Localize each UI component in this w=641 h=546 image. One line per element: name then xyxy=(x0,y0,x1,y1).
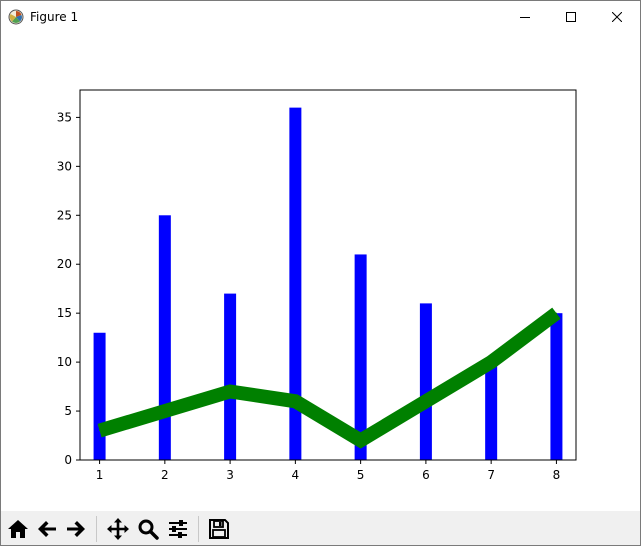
bar xyxy=(224,293,237,460)
y-tick-label: 5 xyxy=(64,404,72,418)
title-bar[interactable]: Figure 1 xyxy=(1,1,640,33)
axes-frame xyxy=(79,89,577,461)
bar xyxy=(158,215,171,460)
line-point xyxy=(99,430,101,432)
save-button[interactable] xyxy=(206,516,232,542)
arrow-right-icon xyxy=(65,518,87,540)
y-tick-label: 30 xyxy=(57,159,72,173)
bar xyxy=(93,332,106,460)
x-tick-label: 5 xyxy=(357,468,365,482)
y-tick-label: 25 xyxy=(57,208,72,222)
window-title: Figure 1 xyxy=(30,10,79,24)
x-tick-label: 8 xyxy=(553,468,561,482)
y-tick-label: 15 xyxy=(57,306,72,320)
line-point xyxy=(490,361,492,363)
close-button[interactable] xyxy=(594,1,640,33)
sliders-icon xyxy=(167,518,189,540)
arrow-left-icon xyxy=(36,518,58,540)
minimize-icon xyxy=(520,12,530,22)
x-tick-label: 1 xyxy=(96,468,104,482)
y-tick-label: 10 xyxy=(57,355,72,369)
line-series xyxy=(97,307,561,449)
y-axis: 0 5 10 15 20 25 30 35 xyxy=(57,110,80,467)
back-button[interactable] xyxy=(34,516,60,542)
line-point xyxy=(425,400,427,402)
toolbar-separator xyxy=(96,516,97,542)
home-icon xyxy=(7,518,29,540)
subplots-button[interactable] xyxy=(165,516,191,542)
bar xyxy=(550,313,563,460)
bar xyxy=(419,303,432,460)
figure-canvas[interactable]: 1 2 3 4 5 6 7 8 0 5 10 15 20 25 30 35 xyxy=(1,33,640,511)
x-axis: 1 2 3 4 5 6 7 8 xyxy=(96,460,560,482)
minimize-button[interactable] xyxy=(502,1,548,33)
y-tick-label: 0 xyxy=(64,453,72,467)
line-point xyxy=(294,400,296,402)
home-button[interactable] xyxy=(5,516,31,542)
y-tick-label: 20 xyxy=(57,257,72,271)
maximize-button[interactable] xyxy=(548,1,594,33)
close-icon xyxy=(612,12,622,22)
line-point xyxy=(360,439,362,441)
toolbar-separator xyxy=(198,516,199,542)
y-tick-label: 35 xyxy=(57,110,72,124)
line-point xyxy=(555,312,557,314)
floppy-disk-icon xyxy=(208,518,230,540)
line-point xyxy=(229,390,231,392)
x-tick-label: 6 xyxy=(422,468,430,482)
bar xyxy=(485,362,498,460)
x-tick-label: 4 xyxy=(292,468,300,482)
magnifier-icon xyxy=(137,518,159,540)
bar xyxy=(354,254,367,460)
forward-button[interactable] xyxy=(63,516,89,542)
bar xyxy=(289,107,302,460)
zoom-button[interactable] xyxy=(135,516,161,542)
line-path xyxy=(97,307,561,449)
move-arrows-icon xyxy=(106,517,130,541)
matplotlib-figure-icon xyxy=(8,9,24,25)
chart: 1 2 3 4 5 6 7 8 0 5 10 15 20 25 30 35 xyxy=(57,89,577,482)
x-tick-label: 2 xyxy=(161,468,169,482)
x-tick-label: 7 xyxy=(487,468,495,482)
navigation-toolbar xyxy=(1,511,640,545)
line-point xyxy=(164,410,166,412)
bar-series xyxy=(93,107,563,460)
pan-button[interactable] xyxy=(105,516,131,542)
maximize-icon xyxy=(566,12,576,22)
x-tick-label: 3 xyxy=(226,468,234,482)
